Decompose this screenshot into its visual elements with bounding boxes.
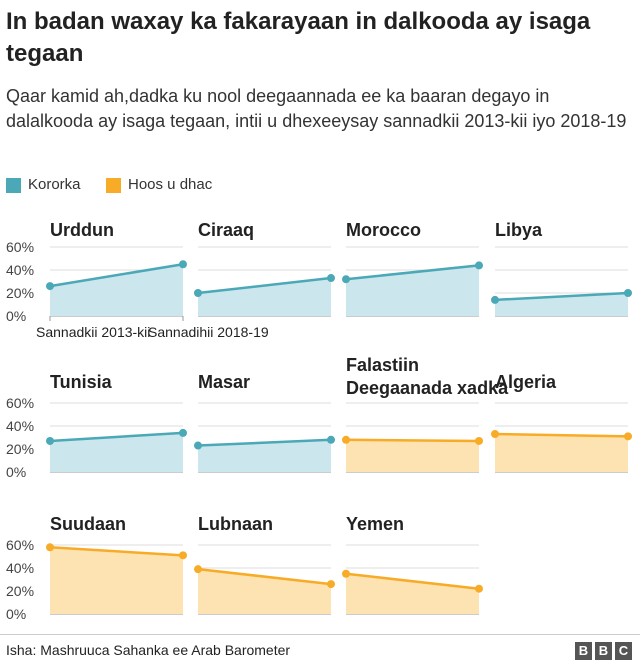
data-point-2018-19 xyxy=(327,435,335,444)
legend-swatch-increase xyxy=(6,178,21,193)
data-point-2013 xyxy=(194,289,202,297)
panel-title: Suudaan xyxy=(50,514,126,534)
series-line xyxy=(494,432,629,438)
series-line xyxy=(49,431,184,443)
series-line xyxy=(345,264,480,281)
panel-title: Urddun xyxy=(50,220,114,240)
data-point-2018-19 xyxy=(624,432,632,441)
panel-title: Tunisia xyxy=(50,372,113,392)
data-point-2013 xyxy=(194,565,202,574)
data-point-2013 xyxy=(342,569,350,578)
legend-label-increase: Kororka xyxy=(28,176,81,193)
y-tick-label: 0% xyxy=(6,464,26,480)
data-point-2018-19 xyxy=(624,289,632,297)
data-point-2018-19 xyxy=(179,428,187,437)
panel-title-line: Urddun xyxy=(50,220,114,240)
data-point-2013 xyxy=(491,295,499,304)
panel-title: Masar xyxy=(198,372,250,392)
series-area xyxy=(50,264,183,316)
y-tick-label: 40% xyxy=(6,262,34,278)
series-line xyxy=(345,572,480,590)
panel-title: Falastiin Deegaanada xadka xyxy=(346,355,509,398)
series-line xyxy=(345,438,480,443)
data-point-2013 xyxy=(194,441,202,450)
series-area xyxy=(198,439,331,472)
data-point-2018-19 xyxy=(179,260,187,269)
data-point-2018-19 xyxy=(475,436,483,445)
bbc-logo-letter: B xyxy=(575,642,592,660)
panel-title-line: Yemen xyxy=(346,514,404,534)
legend-swatch-decrease xyxy=(106,178,121,193)
series-area xyxy=(346,439,479,472)
y-tick-label: 20% xyxy=(6,285,34,301)
series-area xyxy=(50,547,183,614)
y-tick-label: 20% xyxy=(6,583,34,599)
series-line xyxy=(197,276,332,295)
series-line xyxy=(197,438,332,447)
panel-title-line: Tunisia xyxy=(50,372,113,392)
panel-title: Ciraaq xyxy=(198,220,254,240)
x-tick-label: Sannadkii 2013-kii xyxy=(36,324,150,340)
data-point-2018-19 xyxy=(475,584,483,593)
data-point-2018-19 xyxy=(475,261,483,270)
series-area xyxy=(495,434,628,472)
panel-title-line: Libya xyxy=(495,220,543,240)
panel-title-line: Algeria xyxy=(495,372,557,392)
data-point-2013 xyxy=(342,435,350,444)
series-line xyxy=(49,546,184,557)
panel-title-line: Masar xyxy=(198,372,250,392)
panel-title-line: Ciraaq xyxy=(198,220,254,240)
panel-title-line: Suudaan xyxy=(50,514,126,534)
panel-title-line: Morocco xyxy=(346,220,421,240)
panel-title: Yemen xyxy=(346,514,404,534)
legend-label-decrease: Hoos u dhac xyxy=(128,176,213,193)
series-area xyxy=(346,265,479,316)
bbc-logo-letter: C xyxy=(615,642,632,660)
chart-title: In badan waxay ka fakarayaan in dalkooda… xyxy=(6,8,591,67)
y-tick-label: 60% xyxy=(6,395,34,411)
y-tick-label: 20% xyxy=(6,441,34,457)
panel-title-line: Deegaanada xadka xyxy=(346,378,509,398)
y-tick-label: 40% xyxy=(6,560,34,576)
source-note: Isha: Mashruuca Sahanka ee Arab Baromete… xyxy=(6,642,291,658)
data-point-2013 xyxy=(46,436,54,445)
y-tick-label: 60% xyxy=(6,239,34,255)
x-tick-label: Sannadihii 2018-19 xyxy=(148,324,269,340)
series-area xyxy=(198,278,331,316)
panel-title: Lubnaan xyxy=(198,514,273,534)
panel-title: Libya xyxy=(495,220,543,240)
data-point-2018-19 xyxy=(327,274,335,283)
panel-title-line: Falastiin xyxy=(346,355,419,375)
bbc-logo: B B C xyxy=(575,642,632,660)
series-area xyxy=(50,432,183,472)
data-point-2018-19 xyxy=(327,580,335,589)
series-area xyxy=(346,573,479,614)
bbc-logo-letter: B xyxy=(595,642,612,660)
panel-title: Algeria xyxy=(495,372,557,392)
y-tick-label: 0% xyxy=(6,308,26,324)
panel-title-line: Lubnaan xyxy=(198,514,273,534)
data-point-2013 xyxy=(491,430,499,439)
y-tick-label: 60% xyxy=(6,537,34,553)
data-point-2013 xyxy=(46,543,54,552)
panel-title: Morocco xyxy=(346,220,421,240)
y-tick-label: 0% xyxy=(6,606,26,622)
y-tick-label: 40% xyxy=(6,418,34,434)
footer-divider xyxy=(0,634,640,635)
data-point-2013 xyxy=(46,282,54,291)
series-line xyxy=(197,567,332,586)
data-point-2013 xyxy=(342,275,350,284)
chart-subtitle: Qaar kamid ah,dadka ku nool deegaannada … xyxy=(6,86,627,131)
series-line xyxy=(49,263,184,288)
series-line xyxy=(494,291,629,302)
data-point-2018-19 xyxy=(179,551,187,560)
